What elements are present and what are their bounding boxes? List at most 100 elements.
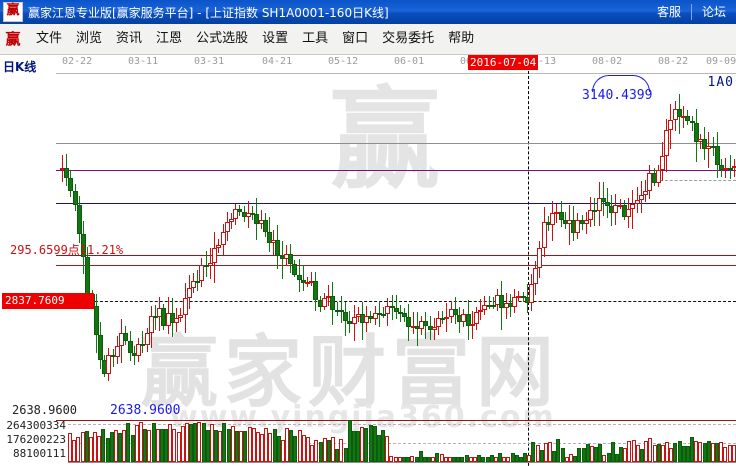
candle <box>402 75 407 415</box>
volume-bar <box>93 432 97 462</box>
volume-bar <box>189 424 193 462</box>
candle <box>390 75 395 415</box>
volume-bar <box>106 438 110 462</box>
candle <box>516 75 521 415</box>
candlestick-plot[interactable] <box>60 75 736 415</box>
candle-wick <box>632 189 633 230</box>
date-tick: 03-31 <box>194 56 225 67</box>
menu-item-window[interactable]: 窗口 <box>342 31 369 46</box>
candle-body <box>153 316 158 319</box>
volume-bar <box>653 445 657 462</box>
candle <box>647 75 652 415</box>
volume-y-label: 88100111 <box>13 447 66 460</box>
volume-bar <box>185 423 189 462</box>
candle-body <box>263 220 268 232</box>
reference-line-red-low <box>56 420 736 421</box>
candle-body <box>444 317 449 320</box>
menu-item-file[interactable]: 文件 <box>36 31 63 46</box>
candle <box>533 75 538 415</box>
candle <box>343 75 348 415</box>
volume-bar <box>548 442 552 462</box>
menu-item-gann[interactable]: 江恩 <box>156 31 183 46</box>
candle <box>246 75 251 415</box>
volume-bar <box>156 429 160 462</box>
volume-bar <box>101 429 105 462</box>
candle-body <box>297 274 302 281</box>
volume-bar <box>131 435 135 462</box>
volume-bar <box>210 424 214 462</box>
volume-bar <box>410 456 414 462</box>
candle-body <box>723 167 728 170</box>
candle <box>115 75 120 415</box>
volume-bar <box>243 431 247 462</box>
volume-bar <box>477 455 481 462</box>
volume-panel[interactable]: 264300334 176200223 88100111 <box>0 417 736 463</box>
menu-item-trade[interactable]: 交易委托 <box>382 31 435 46</box>
candle <box>715 75 720 415</box>
volume-bar <box>698 442 702 462</box>
menu-item-formula-screen[interactable]: 公式选股 <box>196 31 249 46</box>
candle <box>385 75 390 415</box>
candle-body <box>195 281 200 284</box>
candle-body <box>601 198 606 203</box>
candle <box>123 75 128 415</box>
candle-body <box>161 308 166 326</box>
candle <box>626 75 631 415</box>
volume-bar <box>231 426 235 462</box>
volume-bar <box>586 444 590 462</box>
candle <box>668 75 673 415</box>
volume-gridline <box>68 424 736 425</box>
candle <box>229 75 234 415</box>
volume-bar <box>264 428 268 462</box>
volume-bar <box>448 457 452 462</box>
volume-bar <box>394 457 398 462</box>
volume-bar <box>147 430 151 462</box>
volume-bar <box>406 457 410 462</box>
volume-bar <box>440 454 444 462</box>
volume-bar <box>431 457 435 462</box>
candle <box>174 75 179 415</box>
customer-service-button[interactable]: 客服 <box>656 5 681 19</box>
app-logo-icon: 赢 <box>3 2 23 22</box>
title-bar-divider <box>690 4 692 20</box>
volume-bar <box>498 453 502 462</box>
volume-bar <box>423 457 427 462</box>
volume-bar <box>398 457 402 462</box>
volume-bar <box>707 441 711 462</box>
volume-bar <box>377 435 381 462</box>
candle <box>330 75 335 415</box>
menu-item-browse[interactable]: 浏览 <box>76 31 103 46</box>
menu-item-news[interactable]: 资讯 <box>116 31 143 46</box>
volume-bar <box>598 444 602 462</box>
chart-area[interactable]: 赢 赢家财富网 www.yingjia360.com 02-22 03-11 0… <box>0 55 736 466</box>
candle <box>584 75 589 415</box>
date-tick: 08-02 <box>592 56 623 67</box>
candle-wick <box>206 250 207 277</box>
candle-body <box>592 210 597 213</box>
forum-button[interactable]: 论坛 <box>701 5 726 19</box>
menu-item-tools[interactable]: 工具 <box>302 31 329 46</box>
candle-body <box>98 335 103 360</box>
volume-bar <box>565 457 569 462</box>
candle <box>68 75 73 415</box>
volume-bar <box>197 422 201 462</box>
volume-bar <box>177 432 181 462</box>
current-date-badge: 2016-07-04 <box>468 55 539 70</box>
volume-bar <box>81 432 85 462</box>
period-label: 日K线 <box>3 60 37 74</box>
volume-bar <box>481 457 485 462</box>
volume-bar <box>373 426 377 462</box>
candle-body <box>613 205 618 214</box>
volume-bar <box>110 432 114 462</box>
candle-body <box>554 211 559 214</box>
volume-y-label: 264300334 <box>6 419 66 432</box>
candle-body <box>377 312 382 315</box>
candle-wick <box>730 155 731 179</box>
candle <box>292 75 297 415</box>
candle <box>432 75 437 415</box>
menu-item-settings[interactable]: 设置 <box>262 31 289 46</box>
menu-item-help[interactable]: 帮助 <box>448 31 475 46</box>
candle <box>81 75 86 415</box>
candle-body <box>208 263 213 267</box>
candle <box>313 75 318 415</box>
